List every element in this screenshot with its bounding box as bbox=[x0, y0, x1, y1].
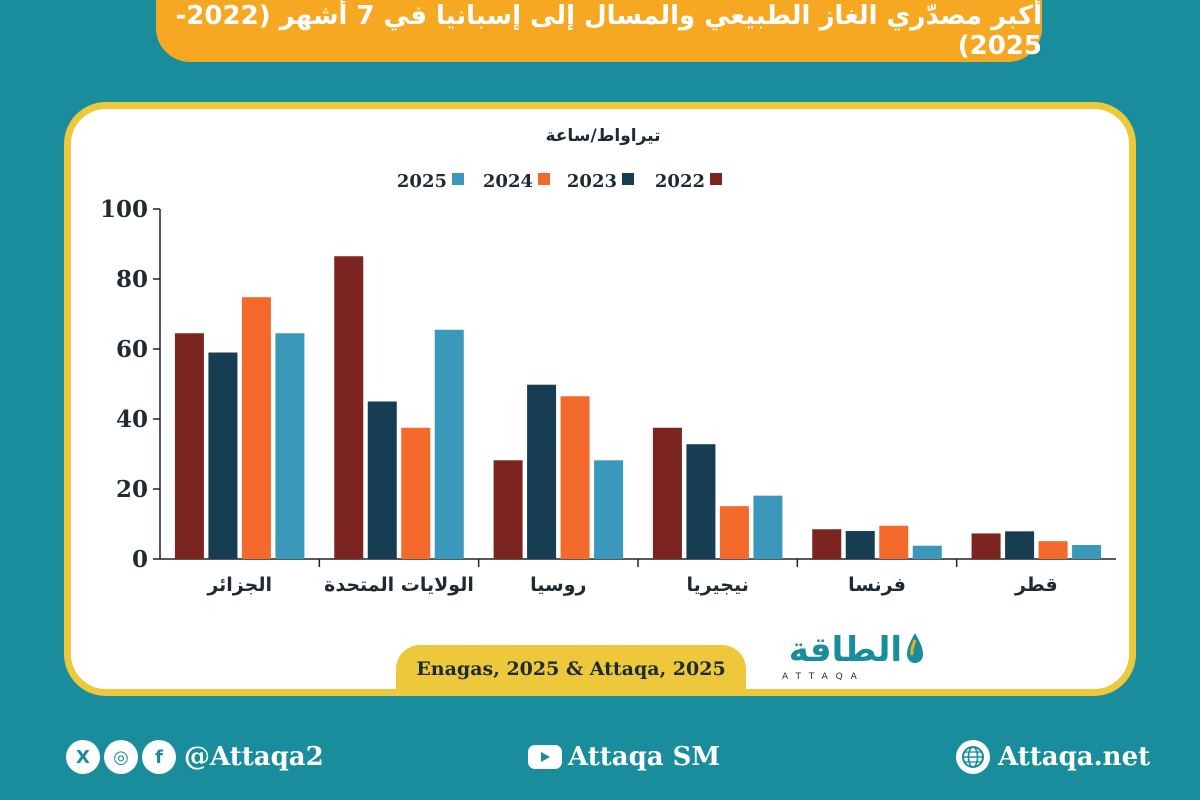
youtube-group: Attaqa SM bbox=[528, 726, 720, 788]
bar-2024-3 bbox=[719, 506, 749, 559]
bar-2022-5 bbox=[971, 533, 1001, 559]
bar-2025-5 bbox=[1072, 545, 1102, 559]
chart-title: أكبر مصدّري الغاز الطبيعي والمسال إلى إس… bbox=[175, 1, 1042, 61]
youtube-icon[interactable] bbox=[528, 745, 562, 769]
bar-chart: تيراواط/ساعة 2022 2023 2024 2025 0 20 40 60 80 100… bbox=[100, 126, 1116, 596]
x-icon[interactable]: X bbox=[66, 740, 100, 774]
legend-swatch-2023 bbox=[622, 173, 634, 185]
bar-2025-3 bbox=[753, 495, 783, 559]
website-link[interactable]: Attaqa.net bbox=[998, 742, 1151, 772]
bar-2023-1 bbox=[367, 401, 397, 559]
legend-label-2023: 2023 bbox=[567, 171, 617, 192]
bar-2024-4 bbox=[879, 525, 909, 559]
bar-2022-3 bbox=[652, 427, 682, 559]
x-category-label: روسيا bbox=[530, 574, 586, 596]
y-tick-label: 80 bbox=[116, 266, 148, 293]
y-tick-label: 20 bbox=[116, 476, 148, 503]
legend-swatch-2024 bbox=[538, 173, 550, 185]
title-bar: أكبر مصدّري الغاز الطبيعي والمسال إلى إس… bbox=[156, 0, 1042, 62]
x-category-label: الولايات المتحدة bbox=[324, 574, 474, 596]
bar-2023-2 bbox=[527, 384, 557, 559]
bar-2023-5 bbox=[1005, 531, 1035, 559]
bar-2025-2 bbox=[594, 460, 624, 559]
bar-2023-4 bbox=[845, 531, 875, 559]
social-handle[interactable]: @Attaqa2 bbox=[184, 742, 324, 772]
logo-latin: ATTAQA bbox=[782, 672, 865, 682]
y-tick-label: 60 bbox=[116, 336, 148, 363]
x-category-label: فرنسا bbox=[848, 574, 906, 596]
y-axis-label: تيراواط/ساعة bbox=[545, 126, 660, 146]
social-group: X ◎ f @Attaqa2 bbox=[66, 726, 324, 788]
footer: X ◎ f @Attaqa2 Attaqa SM Attaqa.net bbox=[0, 726, 1200, 788]
bar-2022-1 bbox=[334, 256, 364, 559]
source-pill: Enagas, 2025 & Attaqa, 2025 bbox=[396, 645, 746, 693]
y-tick-label: 100 bbox=[100, 196, 148, 223]
instagram-icon[interactable]: ◎ bbox=[104, 740, 138, 774]
bar-2023-0 bbox=[208, 352, 238, 559]
bar-2025-1 bbox=[434, 329, 464, 559]
x-category-label: الجزائر bbox=[206, 574, 272, 596]
bar-2024-2 bbox=[560, 396, 590, 559]
bar-2024-5 bbox=[1038, 541, 1068, 559]
bar-2022-4 bbox=[812, 529, 842, 559]
x-category-label: نيجيريا bbox=[686, 574, 748, 596]
bar-2025-4 bbox=[912, 545, 942, 559]
bar-2025-0 bbox=[275, 333, 305, 559]
bar-2023-3 bbox=[686, 444, 716, 559]
bar-2022-0 bbox=[174, 333, 204, 559]
legend-label-2025: 2025 bbox=[397, 171, 447, 192]
drop-icon bbox=[907, 633, 923, 663]
globe-icon[interactable] bbox=[956, 740, 990, 774]
youtube-channel[interactable]: Attaqa SM bbox=[568, 742, 721, 772]
chart-card: تيراواط/ساعة 2022 2023 2024 2025 0 20 40 60 80 100… bbox=[64, 102, 1136, 696]
bar-2024-1 bbox=[401, 427, 431, 559]
bar-2022-2 bbox=[493, 460, 523, 559]
attaqa-logo: الطاقة ATTAQA bbox=[776, 628, 926, 690]
legend-label-2024: 2024 bbox=[483, 171, 533, 192]
y-tick-label: 40 bbox=[116, 406, 148, 433]
legend-swatch-2025 bbox=[452, 173, 464, 185]
source-text: Enagas, 2025 & Attaqa, 2025 bbox=[416, 658, 726, 680]
x-category-label: قطر bbox=[1014, 574, 1058, 596]
facebook-icon[interactable]: f bbox=[142, 740, 176, 774]
legend-label-2022: 2022 bbox=[655, 171, 705, 192]
website-group: Attaqa.net bbox=[956, 726, 1150, 788]
logo-arabic: الطاقة bbox=[788, 630, 902, 670]
bar-2024-0 bbox=[241, 297, 271, 559]
y-tick-label: 0 bbox=[132, 546, 148, 573]
legend-swatch-2022 bbox=[710, 173, 722, 185]
